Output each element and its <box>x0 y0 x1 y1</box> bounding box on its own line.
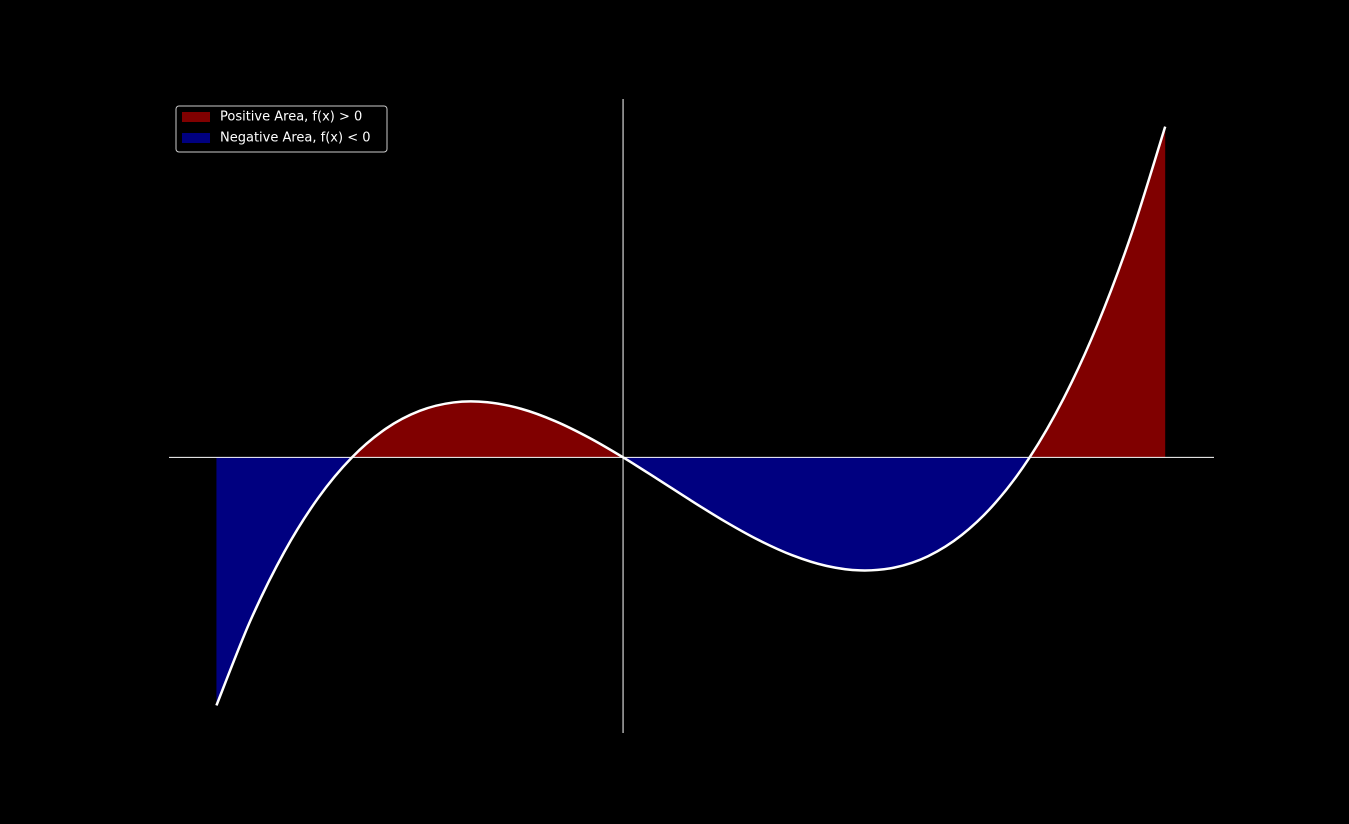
area-fill <box>351 126 1166 458</box>
legend-swatch <box>182 133 210 143</box>
legend-swatch <box>182 112 210 122</box>
legend-box <box>175 105 388 153</box>
legend-label: Positive Area, f(x) > 0 <box>220 110 362 125</box>
area-fill <box>216 457 1166 706</box>
legend-label: Negative Area, f(x) < 0 <box>220 131 371 146</box>
function-line <box>215 126 1167 706</box>
